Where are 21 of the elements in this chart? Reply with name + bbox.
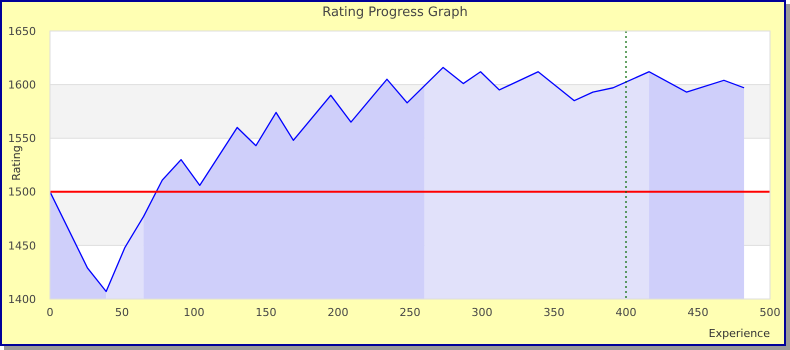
x-tick-label: 50 bbox=[115, 306, 129, 319]
x-axis-title: Experience bbox=[708, 327, 770, 340]
y-tick-label: 1400 bbox=[8, 292, 36, 306]
y-tick-label: 1550 bbox=[8, 132, 36, 146]
chart-title: Rating Progress Graph bbox=[322, 5, 468, 20]
y-tick-label: 1600 bbox=[8, 78, 36, 92]
x-tick-label: 100 bbox=[184, 306, 204, 319]
x-tick-label: 500 bbox=[760, 306, 780, 319]
y-tick-label: 1650 bbox=[8, 24, 36, 38]
line-series bbox=[49, 66, 745, 292]
x-tick-label: 150 bbox=[256, 306, 276, 319]
y-tick-label: 1450 bbox=[8, 239, 36, 252]
x-tick-label: 250 bbox=[400, 306, 420, 319]
x-tick-label: 200 bbox=[328, 306, 348, 319]
y-tick-label: 1500 bbox=[8, 186, 36, 199]
x-tick-label: 350 bbox=[544, 306, 564, 319]
y-axis-title: Rating bbox=[10, 145, 23, 181]
x-tick-label: 400 bbox=[616, 306, 636, 319]
x-tick-label: 300 bbox=[472, 306, 492, 319]
x-tick-label: 450 bbox=[688, 306, 708, 319]
x-tick-label: 0 bbox=[46, 306, 54, 319]
